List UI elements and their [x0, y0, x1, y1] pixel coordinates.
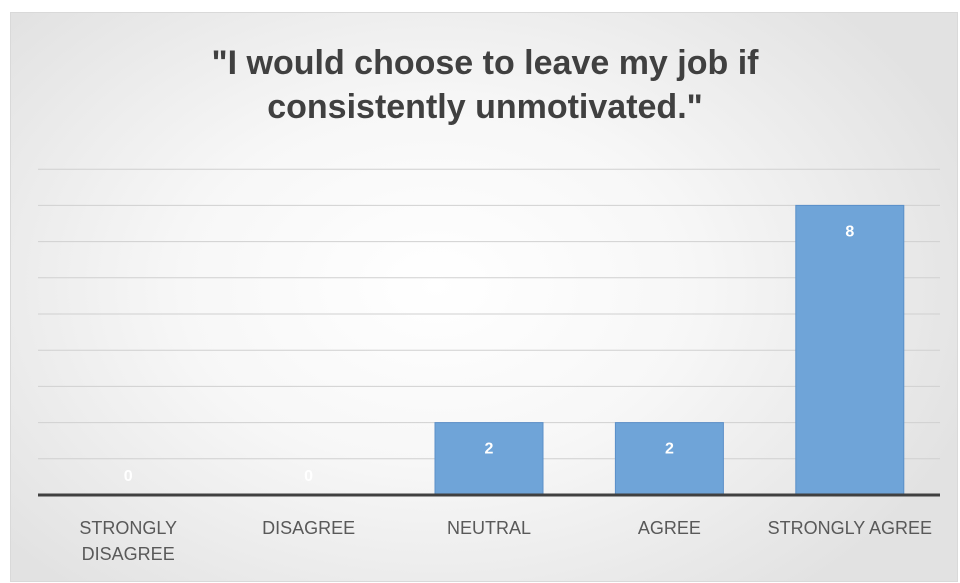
data-label: 0	[124, 468, 133, 485]
data-label: 0	[304, 468, 313, 485]
category-label: DISAGREE	[82, 544, 175, 564]
category-label: DISAGREE	[262, 518, 355, 538]
data-label: 8	[845, 223, 854, 240]
bar-neutral	[434, 422, 544, 496]
chart-title-line-1: "I would choose to leave my job if	[211, 44, 759, 82]
category-label: NEUTRAL	[447, 518, 531, 538]
category-label: AGREE	[638, 518, 701, 538]
bar-agree	[614, 422, 724, 496]
chart-title: "I would choose to leave my job if consi…	[11, 41, 959, 129]
chart-title-line-2: consistently unmotivated."	[267, 88, 703, 126]
bar-strongly-agree	[795, 204, 905, 496]
category-label: STRONGLY AGREE	[768, 518, 932, 538]
category-label: STRONGLY	[79, 518, 177, 538]
data-label: 2	[665, 441, 674, 458]
data-label: 2	[485, 441, 494, 458]
